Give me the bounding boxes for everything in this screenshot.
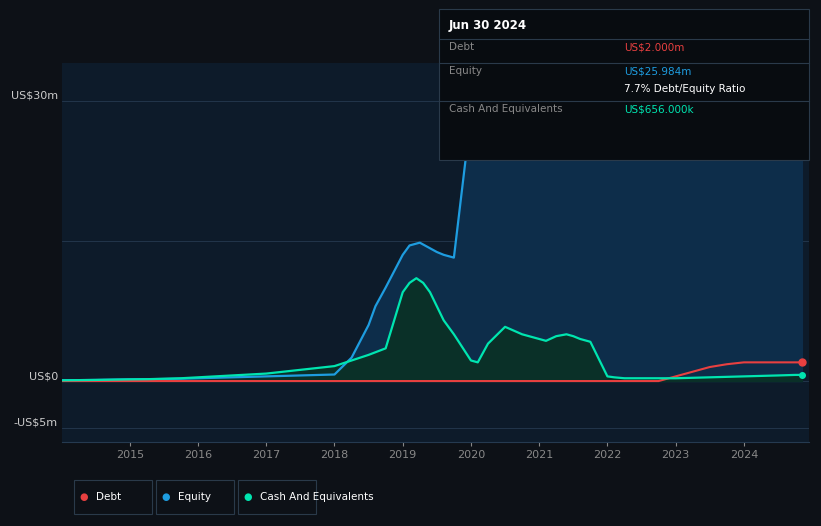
Text: ●: ● <box>80 492 88 502</box>
Text: US$25.984m: US$25.984m <box>624 66 691 76</box>
Text: Cash And Equivalents: Cash And Equivalents <box>449 104 562 114</box>
Text: Debt: Debt <box>449 42 475 52</box>
Text: US$30m: US$30m <box>11 90 57 100</box>
Text: US$0: US$0 <box>29 371 57 381</box>
Text: US$2.000m: US$2.000m <box>624 42 685 52</box>
Text: Cash And Equivalents: Cash And Equivalents <box>260 492 374 502</box>
Text: -US$5m: -US$5m <box>14 418 57 428</box>
Text: US$656.000k: US$656.000k <box>624 104 694 114</box>
Text: Debt: Debt <box>96 492 122 502</box>
Text: Jun 30 2024: Jun 30 2024 <box>449 19 527 32</box>
Text: Equity: Equity <box>449 66 482 76</box>
Text: Equity: Equity <box>178 492 211 502</box>
Text: 7.7% Debt/Equity Ratio: 7.7% Debt/Equity Ratio <box>624 84 745 94</box>
Text: ●: ● <box>244 492 252 502</box>
Text: ●: ● <box>162 492 170 502</box>
